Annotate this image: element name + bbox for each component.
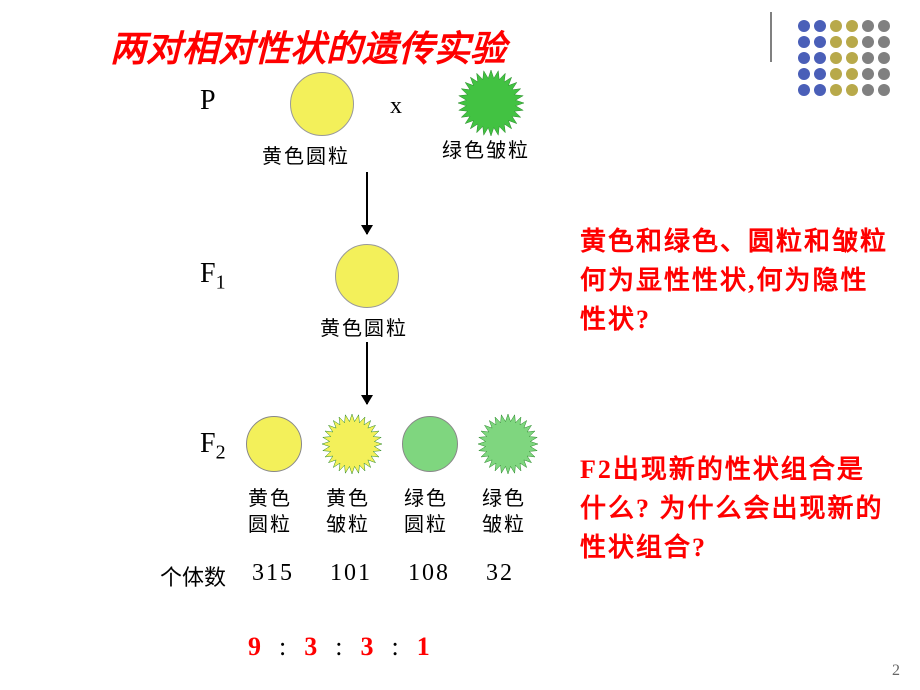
f2-label1-0: 黄色	[248, 482, 292, 511]
f2-item-1	[322, 414, 382, 474]
decoration-dots	[798, 20, 890, 96]
arrow-f1-f2	[366, 342, 368, 404]
f2-count-3: 32	[486, 560, 514, 587]
f1-circle	[335, 244, 399, 308]
ratio-3: 1	[417, 632, 430, 661]
f2-label1-1: 黄色	[326, 482, 370, 511]
gen-f1-label: F1	[200, 258, 226, 295]
f2-count-0: 315	[252, 560, 294, 587]
page-number: 2	[892, 662, 900, 680]
cross-symbol: x	[390, 93, 402, 120]
page-title: 两对相对性状的遗传实验	[110, 20, 506, 72]
question-2: F2出现新的性状组合是什么? 为什么会出现新的性状组合?	[580, 450, 890, 567]
f2-label2-1: 皱粒	[326, 508, 370, 537]
arrow-p-f1	[366, 172, 368, 234]
divider	[770, 12, 772, 62]
f2-label1-3: 绿色	[482, 482, 526, 511]
f2-label1-2: 绿色	[404, 482, 448, 511]
gen-f2-label: F2	[200, 428, 226, 465]
count-row-label: 个体数	[160, 560, 226, 592]
f2-item-0	[246, 416, 302, 472]
ratio-2: 3	[360, 632, 373, 661]
ratio-row: 9:3:3:1	[248, 632, 430, 662]
f2-count-1: 101	[330, 560, 372, 587]
ratio-0: 9	[248, 632, 261, 661]
p-parent1-label: 黄色圆粒	[262, 140, 350, 169]
f2-label2-3: 皱粒	[482, 508, 526, 537]
gen-p-label: P	[200, 85, 216, 117]
p-parent2-label: 绿色皱粒	[442, 134, 530, 163]
p-parent1-circle	[290, 72, 354, 136]
f2-item-3	[478, 414, 538, 474]
f2-label2-2: 圆粒	[404, 508, 448, 537]
p-parent2-burst	[458, 70, 524, 136]
f2-label2-0: 圆粒	[248, 508, 292, 537]
f1-label: 黄色圆粒	[320, 312, 408, 341]
question-1: 黄色和绿色、圆粒和皱粒何为显性性状,何为隐性性状?	[580, 222, 890, 339]
ratio-1: 3	[304, 632, 317, 661]
f2-item-2	[402, 416, 458, 472]
f2-count-2: 108	[408, 560, 450, 587]
